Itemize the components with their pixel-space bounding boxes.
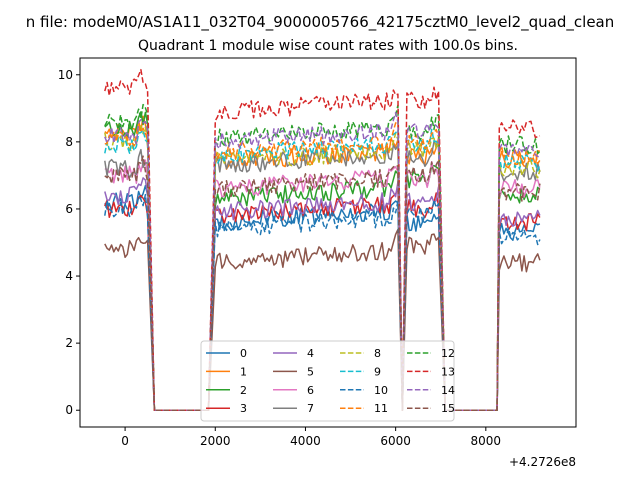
legend-label-9: 9 [374,365,381,378]
y-tick-label: 2 [65,336,73,350]
chart-title: Quadrant 1 module wise count rates with … [138,38,518,54]
figure-suptitle: n file: modeM0/AS1A11_032T04_9000005766_… [26,13,615,32]
y-tick-label: 6 [65,202,73,216]
legend-label-7: 7 [307,402,314,415]
legend-label-0: 0 [240,347,247,360]
x-tick-label: 8000 [471,434,502,448]
legend-label-15: 15 [441,402,455,415]
x-tick-label: 2000 [200,434,231,448]
series-line-5 [104,228,541,411]
legend-label-1: 1 [240,365,247,378]
legend-label-4: 4 [307,347,314,360]
legend-label-2: 2 [240,384,247,397]
legend-label-10: 10 [374,384,388,397]
x-tick-label: 4000 [290,434,321,448]
legend-label-3: 3 [240,402,247,415]
series-line-9 [104,128,541,411]
legend-label-11: 11 [374,402,388,415]
series-layer [104,68,541,411]
series-line-14 [104,111,541,411]
legend-label-13: 13 [441,365,455,378]
x-axis: 0 2000 4000 6000 8000 [121,427,501,448]
x-tick-label: 0 [121,434,129,448]
series-line-10 [104,193,541,411]
legend-label-5: 5 [307,365,314,378]
legend-label-12: 12 [441,347,455,360]
x-axis-offset-label: +4.2726e8 [509,455,576,469]
series-line-8 [104,125,541,411]
legend-label-6: 6 [307,384,314,397]
y-axis: 0 2 4 6 8 10 [58,68,80,417]
y-tick-label: 4 [65,269,73,283]
y-tick-label: 8 [65,135,73,149]
series-line-4 [104,177,541,411]
axes-frame [79,57,577,428]
legend-label-14: 14 [441,384,455,397]
y-tick-label: 10 [58,68,73,82]
y-tick-label: 0 [65,403,73,417]
series-line-15 [104,155,541,411]
series-line-12 [104,103,541,411]
series-line-13 [104,68,541,411]
legend-label-8: 8 [374,347,381,360]
x-tick-label: 6000 [380,434,411,448]
legend-box [200,340,455,422]
